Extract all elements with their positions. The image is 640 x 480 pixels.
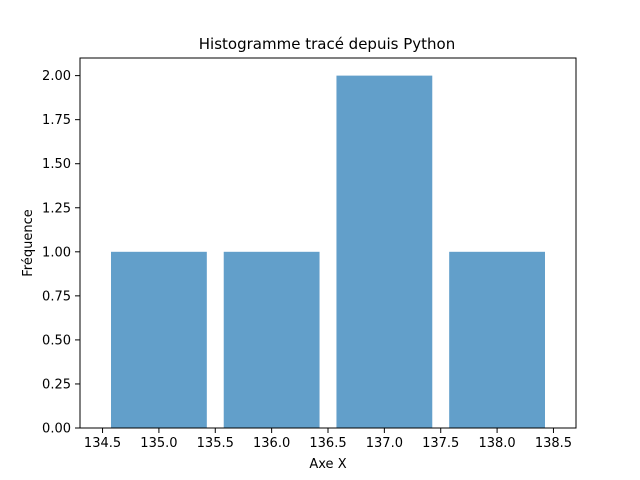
y-tick-label: 1.25 [42,201,71,216]
x-tick-label: 138.0 [478,436,515,451]
chart-title: Histogramme tracé depuis Python [199,35,455,53]
y-tick-label: 0.00 [42,422,71,437]
y-tick-label: 1.00 [42,245,71,260]
y-tick-label: 0.50 [42,333,71,348]
y-axis-ticks: 0.00 0.25 0.50 0.75 1.00 1.25 1.50 1.75 2.00 [42,69,80,437]
x-axis-label: Axe X [309,457,346,472]
y-axis-label: Fréquence [21,209,36,276]
x-tick-label: 134.5 [84,436,121,451]
histogram-bar-1 [111,251,207,428]
x-tick-label: 137.5 [422,436,459,451]
y-tick-label: 1.75 [42,113,71,128]
x-tick-label: 135.5 [197,436,234,451]
y-tick-label: 2.00 [42,69,71,84]
x-tick-label: 137.0 [366,436,403,451]
x-tick-label: 136.0 [253,436,290,451]
histogram-bar-3 [336,75,433,428]
x-tick-label: 136.5 [309,436,346,451]
y-tick-label: 0.25 [42,377,71,392]
x-axis-ticks: 134.5 135.0 135.5 136.0 136.5 137.0 137.5 138.0… [84,428,572,451]
y-tick-label: 0.75 [42,289,71,304]
bars-layer [111,75,545,428]
x-tick-label: 138.5 [535,436,572,451]
histogram-bar-4 [449,251,545,428]
y-tick-label: 1.50 [42,157,71,172]
histogram-bar-2 [223,251,320,428]
x-tick-label: 135.0 [140,436,177,451]
